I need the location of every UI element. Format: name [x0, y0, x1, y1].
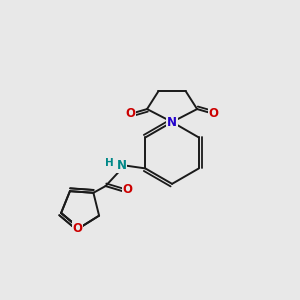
Text: O: O	[126, 107, 136, 120]
Text: N: N	[167, 116, 177, 128]
Text: O: O	[208, 107, 219, 120]
Text: N: N	[117, 159, 127, 172]
Text: H: H	[105, 158, 114, 168]
Text: O: O	[73, 222, 83, 235]
Text: O: O	[123, 183, 133, 196]
